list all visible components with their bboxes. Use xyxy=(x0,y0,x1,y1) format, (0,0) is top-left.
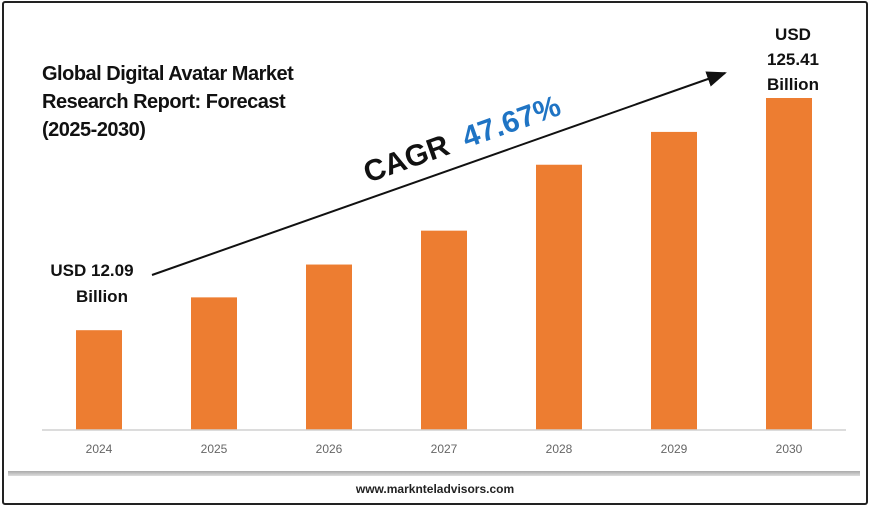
x-tick-label: 2028 xyxy=(546,442,573,456)
cagr-prefix: CAGR xyxy=(359,129,454,190)
footer-divider xyxy=(8,471,860,476)
bar-2027 xyxy=(421,230,467,430)
end-value-label: USD xyxy=(775,25,811,44)
x-tick-label: 2025 xyxy=(201,442,228,456)
bar-2026 xyxy=(306,264,352,430)
start-value-label: Billion xyxy=(76,287,128,306)
x-tick-label: 2027 xyxy=(431,442,458,456)
growth-arrow xyxy=(151,71,727,276)
chart-title: Global Digital Avatar Market Research Re… xyxy=(42,60,294,144)
bar-2024 xyxy=(76,330,122,430)
cagr-value: 47.67% xyxy=(458,90,565,155)
x-tick-label: 2030 xyxy=(776,442,803,456)
title-line: Global Digital Avatar Market xyxy=(42,63,294,85)
bar-2025 xyxy=(191,297,237,430)
title-line: Research Report: Forecast xyxy=(42,91,286,113)
start-value-label: USD 12.09 xyxy=(50,261,133,280)
x-tick-label: 2024 xyxy=(86,442,113,456)
bar-2028 xyxy=(536,164,582,430)
end-value-label: 125.41 xyxy=(767,50,819,69)
bar-2030 xyxy=(766,98,812,430)
x-tick-label: 2026 xyxy=(316,442,343,456)
end-value-label: Billion xyxy=(767,75,819,94)
x-tick-label: 2029 xyxy=(661,442,688,456)
bar-2029 xyxy=(651,131,697,431)
title-line: (2025-2030) xyxy=(42,119,146,141)
footer-website: www.marknteladvisors.com xyxy=(355,482,515,496)
